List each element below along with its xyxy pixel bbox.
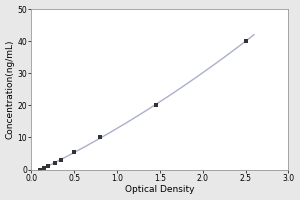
X-axis label: Optical Density: Optical Density <box>125 185 195 194</box>
Y-axis label: Concentration(ng/mL): Concentration(ng/mL) <box>6 40 15 139</box>
